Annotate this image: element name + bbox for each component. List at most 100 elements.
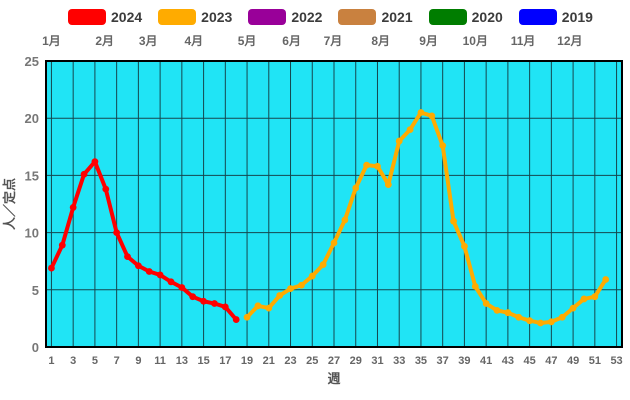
month-label: 12月 [557, 34, 582, 48]
data-point-2023 [297, 281, 305, 289]
x-tick-label: 53 [610, 355, 622, 367]
data-point-2023 [569, 304, 577, 312]
month-label: 3月 [139, 34, 158, 48]
data-point-2023 [265, 304, 273, 312]
data-point-2024 [200, 297, 207, 305]
data-point-2024 [69, 204, 77, 211]
y-tick-label: 10 [25, 226, 39, 241]
y-tick-label: 25 [25, 54, 39, 69]
data-point-2023 [526, 317, 534, 325]
x-tick-label: 9 [135, 355, 141, 367]
legend-label: 2020 [471, 9, 503, 25]
x-tick-label: 17 [219, 355, 231, 367]
month-label: 10月 [463, 34, 488, 48]
legend-item-2021[interactable]: 2021 [338, 9, 413, 25]
data-point-2024 [134, 262, 142, 270]
data-point-2023 [319, 261, 327, 269]
x-tick-label: 47 [545, 355, 557, 367]
data-point-2023 [363, 161, 371, 169]
data-point-2024 [211, 300, 218, 307]
month-label: 8月 [371, 34, 390, 48]
data-point-2023 [461, 242, 468, 250]
data-point-2023 [287, 285, 294, 293]
y-tick-label: 5 [32, 283, 39, 298]
x-tick-label: 29 [350, 355, 362, 367]
legend-label: 2024 [111, 9, 143, 25]
legend-item-2019[interactable]: 2019 [518, 9, 593, 25]
plot-border [45, 60, 623, 348]
data-point-2023 [537, 319, 544, 327]
x-tick-label: 31 [371, 355, 383, 367]
x-tick-label: 33 [393, 355, 405, 367]
data-point-2023 [406, 126, 414, 134]
month-label: 11月 [511, 34, 536, 48]
data-point-2023 [558, 313, 566, 321]
legend-label: 2021 [381, 9, 413, 25]
month-label: 2月 [95, 34, 114, 48]
x-tick-label: 35 [415, 355, 427, 367]
x-axis-title: 週 [327, 371, 340, 386]
data-point-2023 [254, 302, 262, 310]
data-point-2023 [384, 181, 392, 188]
x-tick-label: 49 [567, 355, 579, 367]
legend-label: 2019 [561, 9, 593, 25]
x-tick-label: 19 [241, 355, 253, 367]
legend: 2024 2023 2022 2021 2020 2019 [68, 9, 593, 25]
data-point-2023 [591, 293, 599, 301]
data-point-2023 [547, 318, 555, 326]
legend-swatch-2020 [428, 9, 467, 25]
month-label: 9月 [419, 34, 438, 48]
data-point-2023 [330, 239, 338, 247]
data-point-2024 [48, 264, 55, 272]
data-point-2023 [417, 109, 425, 116]
y-tick-label: 15 [25, 168, 39, 183]
legend-item-2023[interactable]: 2023 [158, 9, 232, 25]
x-tick-label: 25 [306, 355, 318, 367]
legend-item-2022[interactable]: 2022 [248, 9, 322, 25]
data-point-2023 [276, 292, 284, 299]
x-tick-label: 27 [328, 355, 340, 367]
month-label: 7月 [324, 34, 343, 48]
data-point-2024 [232, 316, 240, 323]
x-tick-label: 15 [197, 355, 209, 367]
x-tick-label: 41 [480, 355, 492, 367]
month-label: 5月 [238, 34, 257, 48]
data-point-2024 [221, 303, 229, 311]
data-point-2024 [113, 229, 121, 237]
legend-swatch-2019 [518, 9, 557, 25]
legend-swatch-2023 [158, 9, 197, 25]
data-point-2023 [580, 295, 588, 303]
x-tick-label: 11 [154, 355, 166, 367]
x-tick-label: 23 [284, 355, 296, 367]
month-label: 4月 [184, 34, 203, 48]
y-tick-label: 20 [25, 111, 39, 126]
data-point-2024 [91, 158, 99, 166]
data-point-2024 [58, 241, 66, 249]
x-tick-label: 43 [502, 355, 514, 367]
x-tick-label: 3 [70, 355, 76, 367]
data-point-2023 [395, 137, 403, 145]
data-point-2023 [493, 306, 501, 314]
y-tick-label: 0 [32, 340, 39, 355]
data-point-2023 [352, 184, 360, 192]
data-point-2024 [80, 170, 88, 178]
legend-item-2024[interactable]: 2024 [68, 9, 142, 25]
data-point-2024 [156, 271, 164, 279]
data-point-2024 [102, 185, 110, 193]
data-point-2023 [602, 276, 610, 283]
data-point-2024 [167, 278, 175, 286]
data-point-2024 [145, 268, 153, 275]
legend-swatch-2024 [68, 9, 106, 25]
data-point-2023 [482, 300, 490, 307]
data-point-2023 [308, 272, 316, 280]
data-point-2023 [504, 309, 512, 317]
x-tick-label: 21 [263, 355, 275, 367]
data-point-2023 [374, 162, 381, 170]
data-point-2024 [124, 253, 131, 261]
data-point-2023 [439, 142, 447, 150]
x-tick-label: 45 [523, 355, 535, 367]
data-point-2023 [243, 313, 251, 321]
legend-item-2020[interactable]: 2020 [428, 9, 503, 25]
legend-swatch-2021 [338, 9, 377, 25]
